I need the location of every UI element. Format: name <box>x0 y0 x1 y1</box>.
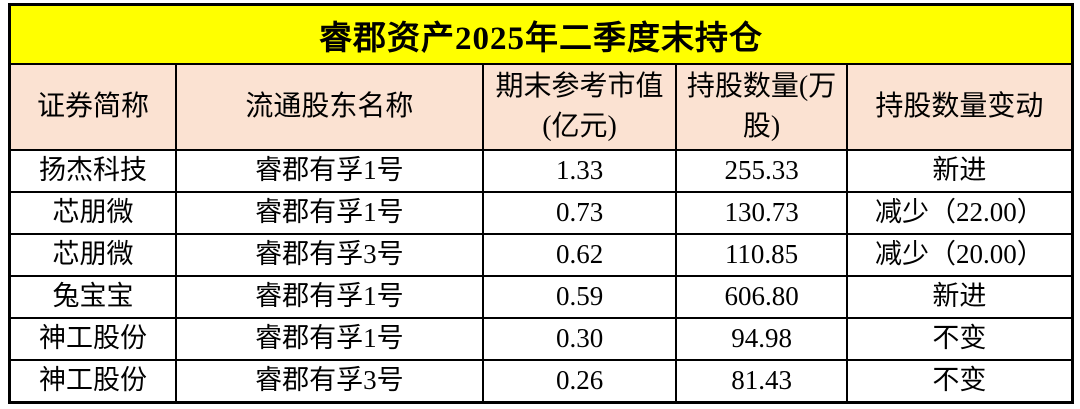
cell-share-quantity: 94.98 <box>675 317 848 361</box>
cell-market-value: 0.73 <box>481 191 678 235</box>
table-title: 睿郡资产2025年二季度末持仓 <box>8 3 1074 65</box>
cell-security-name: 芯朋微 <box>8 191 177 235</box>
table-row: 神工股份 睿郡有孚1号 0.30 94.98 不变 <box>8 317 1074 361</box>
cell-market-value: 0.59 <box>481 275 678 319</box>
cell-security-name: 扬杰科技 <box>8 149 177 193</box>
holdings-table: 睿郡资产2025年二季度末持仓 证券简称 流通股东名称 期末参考市值(亿元) 持… <box>8 3 1074 404</box>
cell-security-name: 神工股份 <box>8 317 177 361</box>
cell-market-value: 0.26 <box>481 359 678 404</box>
cell-quantity-change: 减少（22.00） <box>845 191 1074 235</box>
cell-quantity-change: 不变 <box>845 317 1074 361</box>
cell-quantity-change: 减少（20.00） <box>845 233 1074 277</box>
cell-security-name: 芯朋微 <box>8 233 177 277</box>
cell-security-name: 神工股份 <box>8 359 177 404</box>
cell-market-value: 1.33 <box>481 149 678 193</box>
cell-share-quantity: 255.33 <box>675 149 848 193</box>
col-header-shareholder-name: 流通股东名称 <box>174 63 484 151</box>
cell-quantity-change: 新进 <box>845 149 1074 193</box>
table-row: 神工股份 睿郡有孚3号 0.26 81.43 不变 <box>8 359 1074 404</box>
table-row: 芯朋微 睿郡有孚3号 0.62 110.85 减少（20.00） <box>8 233 1074 277</box>
cell-share-quantity: 130.73 <box>675 191 848 235</box>
cell-shareholder-name: 睿郡有孚1号 <box>174 191 484 235</box>
table-row: 扬杰科技 睿郡有孚1号 1.33 255.33 新进 <box>8 149 1074 193</box>
cell-share-quantity: 110.85 <box>675 233 848 277</box>
cell-quantity-change: 新进 <box>845 275 1074 319</box>
table-row: 兔宝宝 睿郡有孚1号 0.59 606.80 新进 <box>8 275 1074 319</box>
cell-shareholder-name: 睿郡有孚1号 <box>174 275 484 319</box>
cell-shareholder-name: 睿郡有孚3号 <box>174 233 484 277</box>
cell-shareholder-name: 睿郡有孚1号 <box>174 317 484 361</box>
cell-quantity-change: 不变 <box>845 359 1074 404</box>
cell-security-name: 兔宝宝 <box>8 275 177 319</box>
table-title-row: 睿郡资产2025年二季度末持仓 <box>8 3 1074 65</box>
col-header-security-name: 证券简称 <box>8 63 177 151</box>
cell-market-value: 0.62 <box>481 233 678 277</box>
col-header-quantity-change: 持股数量变动 <box>845 63 1074 151</box>
col-header-share-quantity: 持股数量(万股) <box>675 63 848 151</box>
cell-shareholder-name: 睿郡有孚3号 <box>174 359 484 404</box>
col-header-market-value: 期末参考市值(亿元) <box>481 63 678 151</box>
cell-market-value: 0.30 <box>481 317 678 361</box>
cell-share-quantity: 606.80 <box>675 275 848 319</box>
cell-share-quantity: 81.43 <box>675 359 848 404</box>
table-row: 芯朋微 睿郡有孚1号 0.73 130.73 减少（22.00） <box>8 191 1074 235</box>
cell-shareholder-name: 睿郡有孚1号 <box>174 149 484 193</box>
table-header-row: 证券简称 流通股东名称 期末参考市值(亿元) 持股数量(万股) 持股数量变动 <box>8 63 1074 151</box>
